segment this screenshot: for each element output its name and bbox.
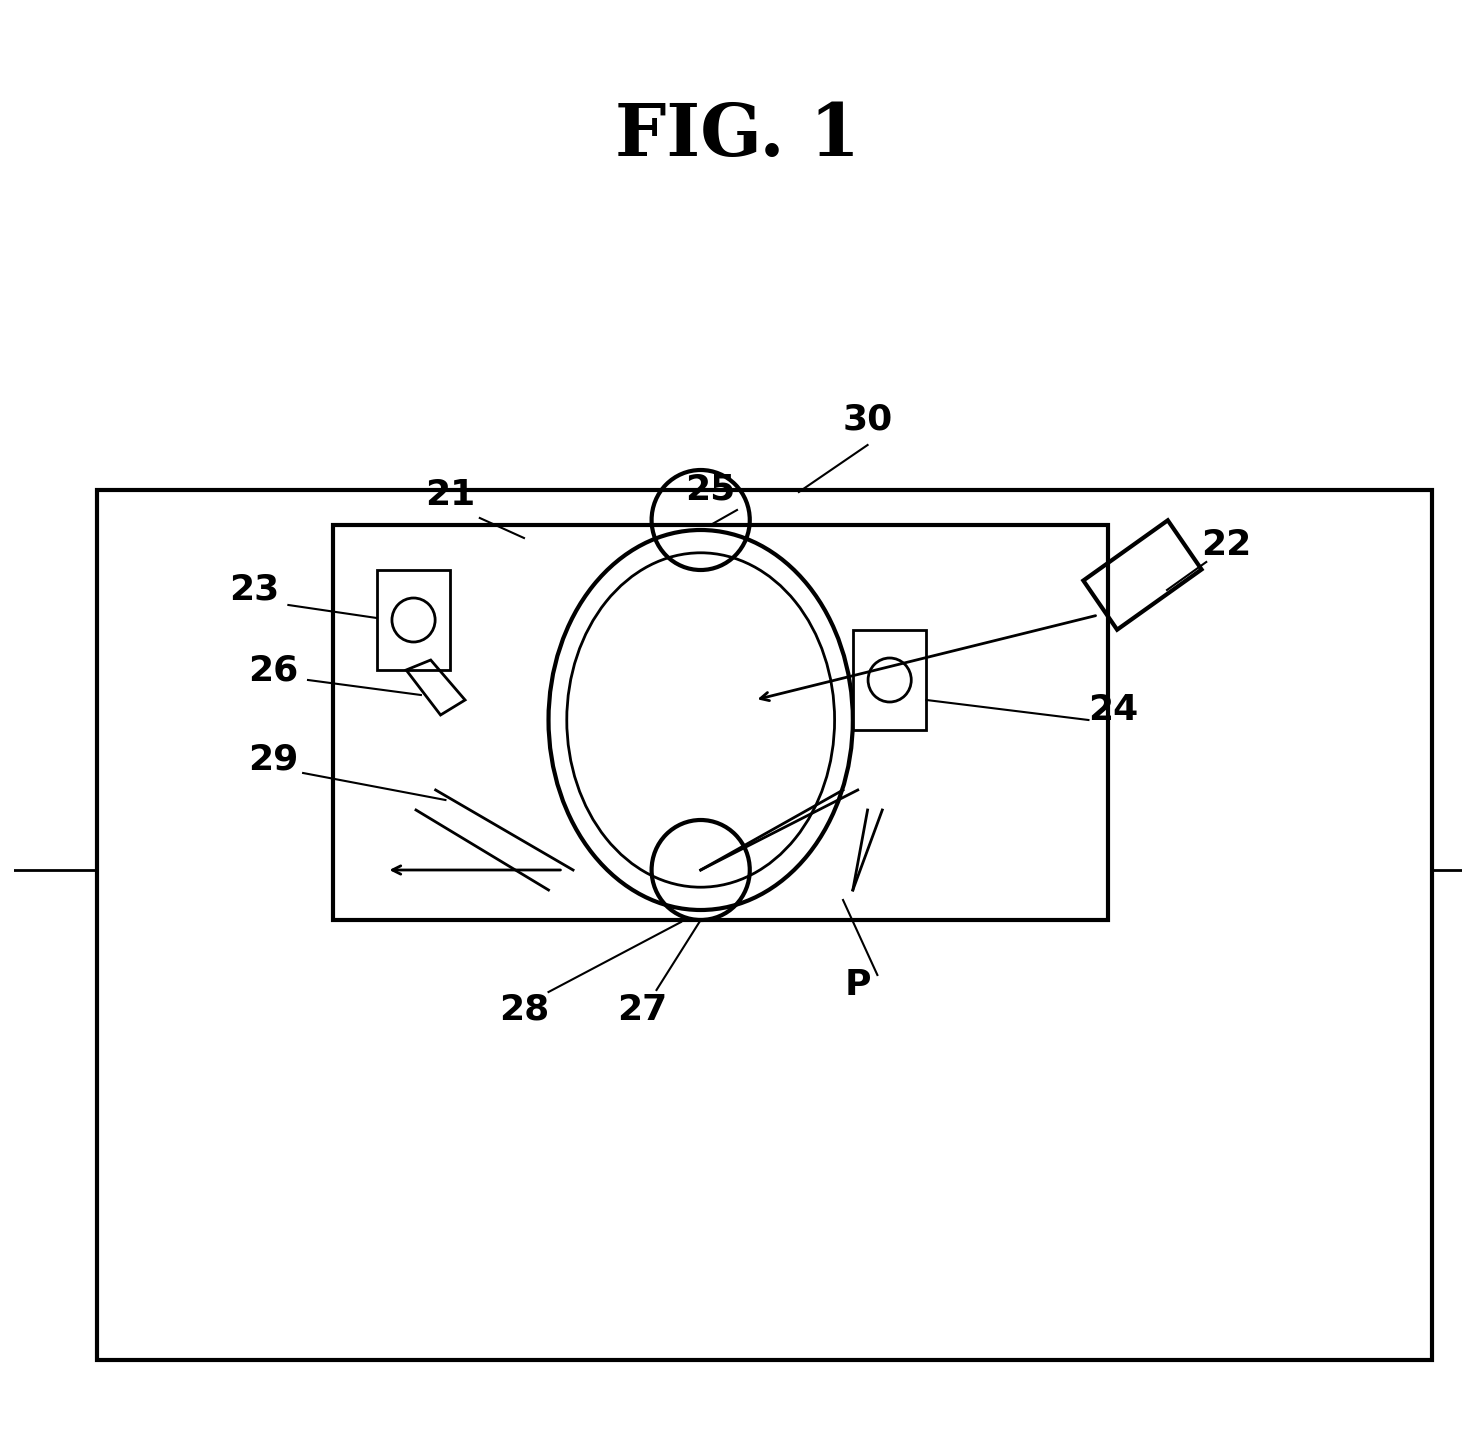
Text: FIG. 1: FIG. 1 bbox=[615, 100, 860, 171]
Text: 22: 22 bbox=[1201, 529, 1251, 562]
Text: 25: 25 bbox=[686, 473, 736, 507]
Bar bbox=[97, 489, 1432, 1360]
Bar bbox=[853, 630, 926, 730]
Text: 21: 21 bbox=[425, 478, 475, 513]
Bar bbox=[376, 571, 450, 670]
Text: 30: 30 bbox=[842, 403, 892, 437]
Text: 24: 24 bbox=[1089, 694, 1139, 727]
Text: P: P bbox=[845, 969, 872, 1002]
Text: 29: 29 bbox=[248, 743, 299, 778]
Text: 28: 28 bbox=[499, 993, 549, 1027]
Text: 23: 23 bbox=[229, 573, 279, 607]
Text: 27: 27 bbox=[617, 993, 667, 1027]
Bar bbox=[332, 526, 1108, 919]
Text: 26: 26 bbox=[248, 653, 299, 686]
